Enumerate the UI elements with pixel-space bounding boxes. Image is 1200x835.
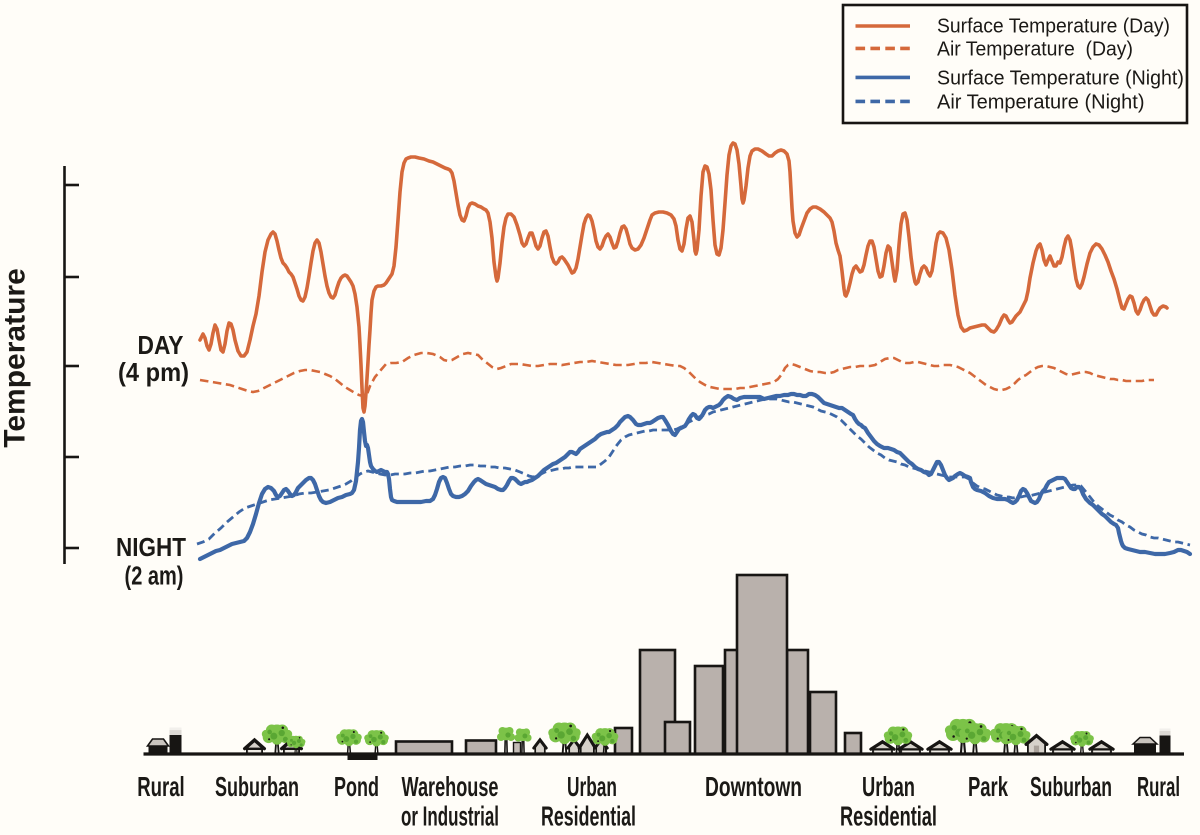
svg-text:Temperature: Temperature (0, 268, 32, 448)
svg-text:Pond: Pond (334, 771, 379, 802)
svg-text:Air Temperature (Night): Air Temperature (Night) (937, 92, 1144, 114)
svg-text:Urban: Urban (567, 771, 617, 802)
svg-text:Air Temperature (Day): Air Temperature (Day) (937, 38, 1133, 60)
svg-text:Rural: Rural (137, 771, 184, 803)
svg-text:Surface Temperature (Day): Surface Temperature (Day) (937, 15, 1170, 37)
svg-text:Suburban: Suburban (1030, 771, 1112, 802)
svg-text:NIGHT: NIGHT (116, 534, 186, 563)
svg-text:(4 pm): (4 pm) (118, 359, 189, 387)
svg-text:Residential: Residential (541, 800, 636, 831)
svg-text:Rural: Rural (1137, 771, 1180, 803)
svg-text:Warehouse: Warehouse (402, 771, 499, 802)
svg-text:DAY: DAY (138, 332, 184, 361)
svg-text:Downtown: Downtown (705, 772, 802, 803)
svg-text:Park: Park (968, 772, 1009, 803)
svg-text:Urban: Urban (862, 772, 915, 803)
svg-text:Residential: Residential (840, 802, 937, 833)
svg-text:(2 am): (2 am) (125, 561, 184, 590)
svg-text:or Industrial: or Industrial (401, 800, 499, 831)
svg-text:Surface Temperature (Night): Surface Temperature (Night) (937, 67, 1184, 89)
svg-text:Suburban: Suburban (215, 771, 299, 802)
